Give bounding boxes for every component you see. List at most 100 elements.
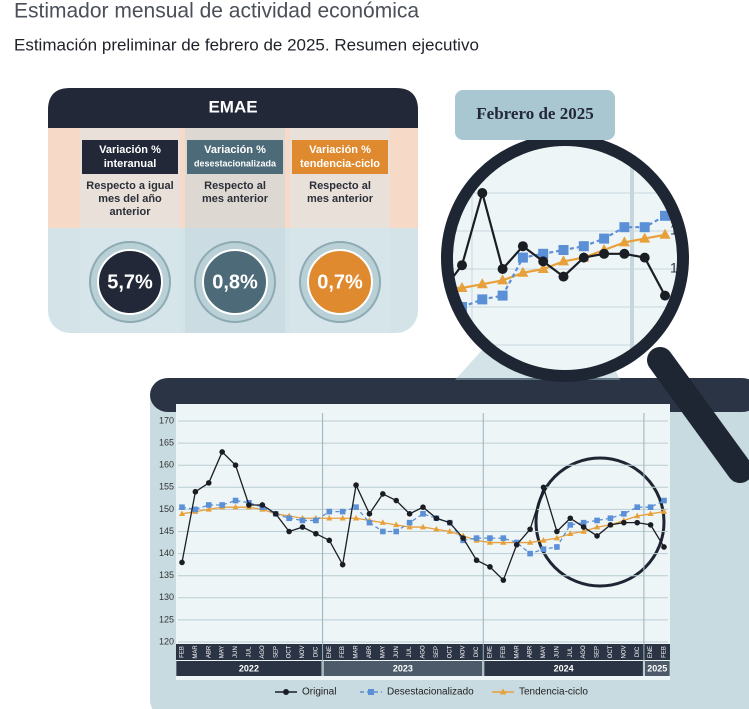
point <box>639 252 650 263</box>
point <box>500 539 507 545</box>
x-tick-label: NOV <box>621 645 627 658</box>
point <box>457 260 467 271</box>
point <box>460 535 466 541</box>
point <box>477 294 488 305</box>
point <box>580 524 587 530</box>
year-label: 2023 <box>393 663 413 673</box>
x-tick-label: SEP <box>273 646 279 658</box>
point <box>634 504 641 510</box>
point <box>558 271 569 282</box>
legend-label: Original <box>302 687 336 698</box>
point <box>393 497 400 504</box>
y-tick-label: 165 <box>159 437 174 447</box>
point <box>580 519 587 526</box>
legend-label: Tendencia-ciclo <box>519 687 588 698</box>
point <box>647 504 654 510</box>
value-disc <box>307 249 373 315</box>
point <box>513 541 520 548</box>
y-tick-label: 135 <box>159 570 174 580</box>
point <box>393 528 400 535</box>
card-desc: mes del año <box>98 193 162 205</box>
card-heading: Variación % <box>204 144 266 156</box>
point <box>619 222 630 233</box>
point <box>500 535 507 541</box>
card-sub: desestacionalizada <box>194 158 277 168</box>
point <box>446 528 453 534</box>
point <box>500 577 507 583</box>
point <box>366 511 373 517</box>
point <box>179 504 185 510</box>
x-tick-label: FEB <box>662 646 668 658</box>
x-tick-label: DIC <box>635 646 641 657</box>
card-desc: mes anterior <box>202 193 269 205</box>
point <box>326 514 333 521</box>
x-tick-label: MAR <box>193 645 199 659</box>
point <box>339 561 346 568</box>
point <box>179 559 185 566</box>
point <box>406 511 413 517</box>
point <box>659 228 671 239</box>
point <box>486 539 494 545</box>
point <box>517 252 528 263</box>
card-desc: Respecto al <box>309 180 371 192</box>
legend-marker <box>499 688 507 695</box>
point <box>339 508 346 515</box>
x-tick-label: JUL <box>568 646 574 657</box>
point <box>567 515 574 522</box>
point <box>299 517 306 524</box>
card-head <box>292 140 388 174</box>
y-tick-label: 130 <box>159 592 174 602</box>
point <box>647 510 654 517</box>
x-tick-label: JUN <box>554 646 560 658</box>
point <box>205 506 212 512</box>
x-tick-label: NOV <box>300 645 306 658</box>
point <box>420 504 426 510</box>
point <box>456 282 468 292</box>
y-tick-label: 120 <box>159 636 174 646</box>
point <box>353 504 359 510</box>
point <box>634 512 641 519</box>
lens-handle <box>647 347 749 483</box>
point <box>618 236 630 247</box>
x-tick-label: DIC <box>474 646 480 657</box>
x-tick-label: NOV <box>461 645 467 658</box>
x-tick-label: AGO <box>581 645 587 659</box>
x-tick-label: MAR <box>354 645 360 659</box>
point <box>527 539 534 545</box>
point <box>607 522 614 528</box>
point <box>313 517 319 524</box>
point <box>406 523 413 530</box>
point <box>621 519 627 526</box>
point <box>540 536 547 543</box>
zoom-label: Febrero de 2025 <box>476 104 593 123</box>
emae-title: EMAE <box>208 97 257 116</box>
chart-header <box>150 378 749 412</box>
x-tick-label: JUN <box>394 646 400 658</box>
point <box>246 502 252 508</box>
card-sub: interanual <box>104 158 157 170</box>
point <box>599 248 610 259</box>
point <box>558 255 569 266</box>
point <box>621 511 627 517</box>
point <box>567 522 574 528</box>
card-sub: tendencia-ciclo <box>300 158 380 170</box>
point <box>661 544 667 550</box>
focus-ring <box>534 456 666 588</box>
point <box>619 248 630 259</box>
point <box>339 514 346 521</box>
zoom-tab <box>455 90 615 140</box>
x-tick-label: ENE <box>327 646 333 658</box>
point <box>433 525 440 532</box>
y-tick-label: 150 <box>159 504 174 514</box>
point <box>578 241 589 252</box>
point <box>326 537 333 544</box>
point <box>661 497 667 504</box>
card-heading: Variación % <box>309 144 371 156</box>
point <box>232 497 239 504</box>
emae-header <box>48 88 418 128</box>
x-tick-label: ABR <box>206 645 212 658</box>
point <box>553 534 560 541</box>
x-tick-label: FEB <box>501 646 507 658</box>
year-label: 2022 <box>239 663 259 673</box>
